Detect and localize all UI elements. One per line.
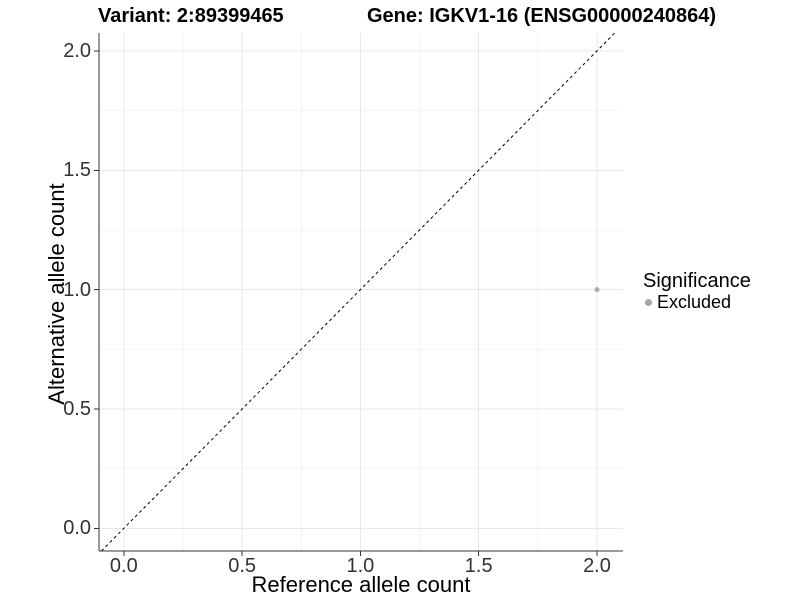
x-axis-title: Reference allele count [251, 572, 471, 597]
y-tick-label: 2.0 [63, 39, 91, 62]
x-tick-label: 0.0 [109, 555, 138, 577]
plot-title-gene: Gene: IGKV1-16 (ENSG00000240864) [367, 5, 717, 27]
x-tick-label: 2.0 [583, 555, 611, 577]
y-axis-title: Alternative allele count [44, 183, 69, 405]
x-tick-label: 1.0 [346, 555, 375, 577]
y-tick-label: 1.0 [63, 278, 91, 301]
legend-item-excluded: Excluded [645, 293, 751, 312]
y-tick-label: 1.5 [63, 159, 91, 182]
x-tick-label: 1.5 [464, 555, 493, 577]
y-tick-label: 0.0 [63, 517, 91, 540]
plot-panel [94, 33, 623, 556]
identity-dashed-line [101, 33, 616, 552]
legend: Significance Excluded [643, 270, 751, 312]
x-tick-label: 0.5 [228, 555, 257, 577]
legend-key-dot-icon [645, 299, 652, 306]
legend-item-label: Excluded [657, 292, 732, 312]
plot-title-variant: Variant: 2:89399465 [98, 5, 284, 27]
data-point [594, 287, 600, 293]
y-tick-label: 0.5 [63, 397, 91, 420]
legend-title: Significance [643, 270, 751, 292]
